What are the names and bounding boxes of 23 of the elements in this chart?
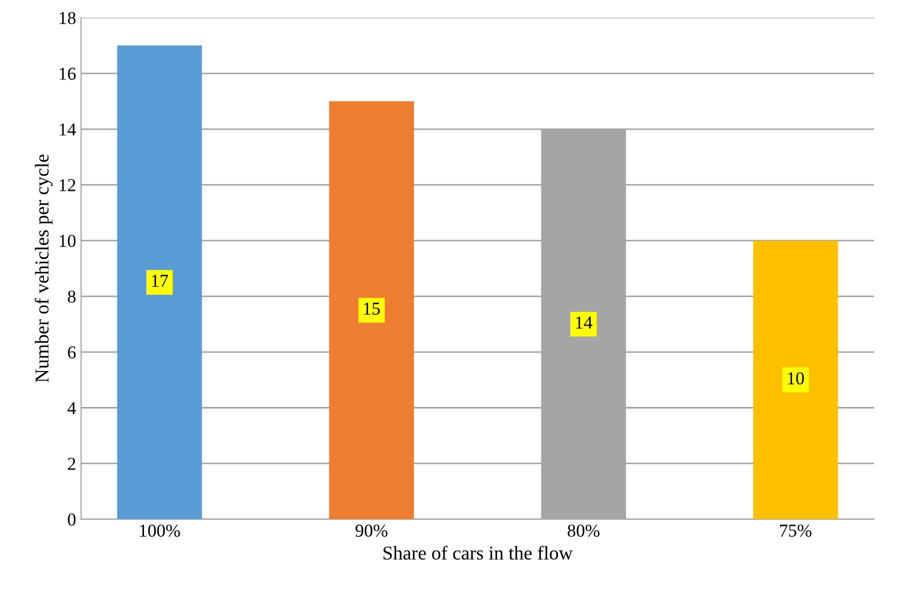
x-tick-label: 75% <box>780 524 812 537</box>
data-label: 17 <box>152 274 168 287</box>
bar <box>329 101 414 520</box>
y-tick-label: 18 <box>60 12 76 24</box>
bar <box>753 240 838 520</box>
y-tick-label: 10 <box>60 234 76 248</box>
y-tick-label: 16 <box>60 68 76 80</box>
x-axis-title: Share of cars in the flow <box>384 546 573 560</box>
y-tick-label: 0 <box>68 513 76 526</box>
y-tick-label: 6 <box>68 346 76 358</box>
x-tick-label: 80% <box>568 524 600 537</box>
data-label: 15 <box>364 302 380 315</box>
x-tick-label: 100% <box>140 524 180 537</box>
y-tick-label: 8 <box>68 290 76 303</box>
data-label: 14 <box>576 316 592 329</box>
y-tick-label: 4 <box>68 402 76 414</box>
y-axis-title: Number of vehicles per cycle <box>34 154 53 382</box>
y-tick-label: 14 <box>60 123 76 136</box>
data-label: 10 <box>788 372 804 384</box>
y-tick-label: 12 <box>60 179 76 192</box>
x-tick-label: 90% <box>356 524 388 537</box>
bar <box>117 46 202 520</box>
y-tick-label: 2 <box>68 458 76 470</box>
